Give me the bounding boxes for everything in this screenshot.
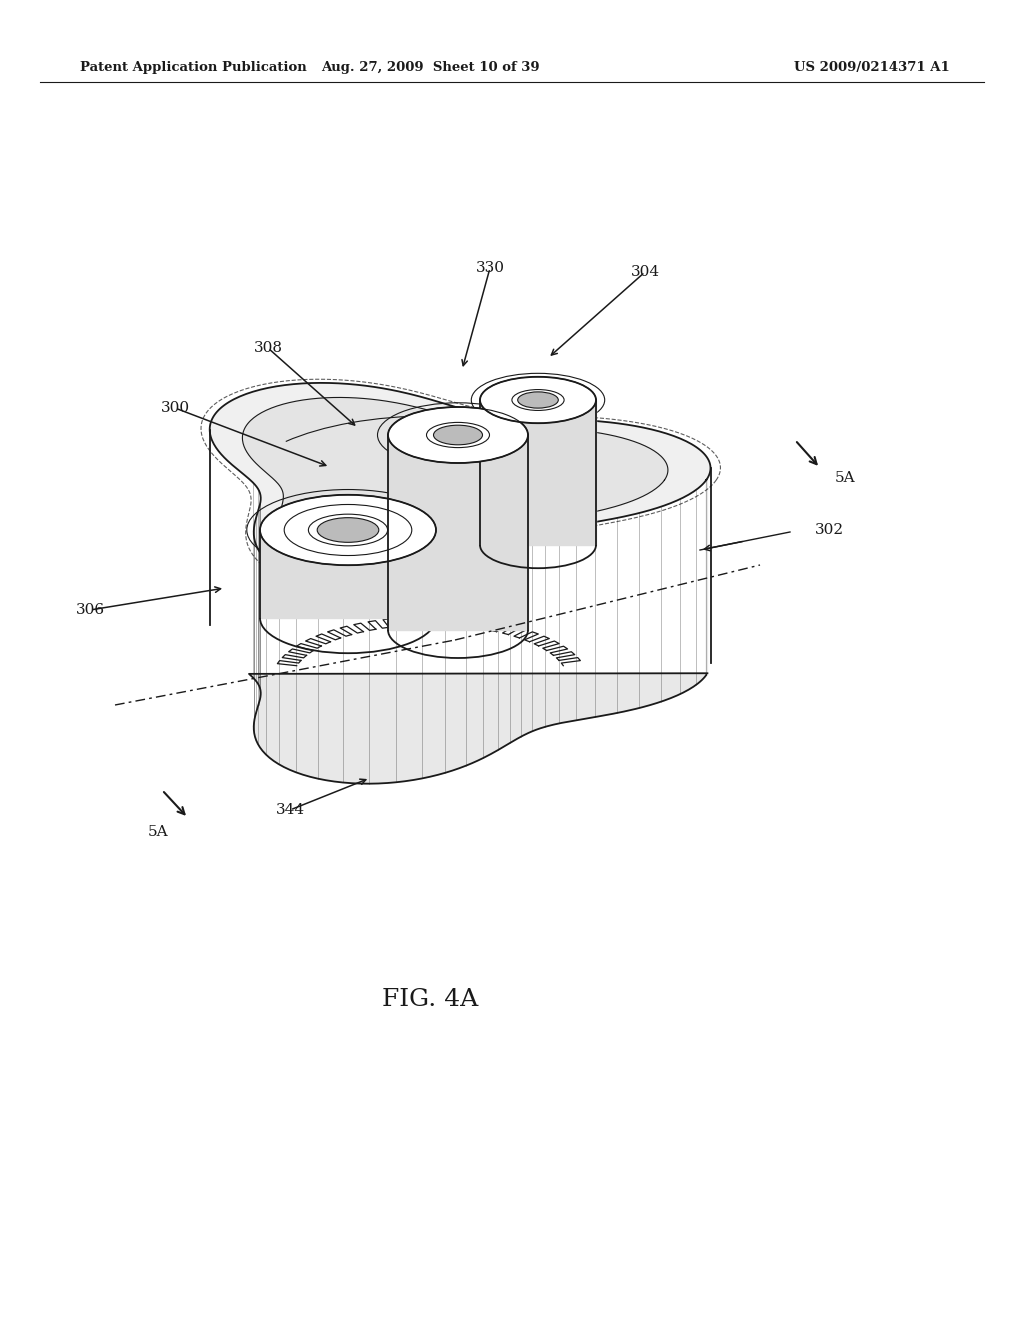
Ellipse shape — [433, 425, 482, 445]
Text: 302: 302 — [815, 523, 844, 537]
Ellipse shape — [480, 376, 596, 424]
Text: FIG. 4A: FIG. 4A — [382, 989, 478, 1011]
Ellipse shape — [317, 517, 379, 543]
Text: 344: 344 — [275, 803, 304, 817]
Text: 5A: 5A — [835, 471, 856, 484]
Text: 308: 308 — [254, 341, 283, 355]
Polygon shape — [480, 400, 596, 545]
Ellipse shape — [260, 495, 436, 565]
Polygon shape — [249, 478, 708, 784]
Ellipse shape — [388, 407, 528, 463]
Text: Patent Application Publication: Patent Application Publication — [80, 62, 307, 74]
Text: Aug. 27, 2009  Sheet 10 of 39: Aug. 27, 2009 Sheet 10 of 39 — [321, 62, 540, 74]
Text: 5A: 5A — [148, 825, 169, 840]
Text: 304: 304 — [631, 265, 659, 279]
Polygon shape — [260, 531, 436, 618]
Polygon shape — [388, 436, 528, 630]
Ellipse shape — [518, 392, 558, 408]
Text: 300: 300 — [161, 401, 189, 414]
Polygon shape — [210, 383, 711, 589]
Text: US 2009/0214371 A1: US 2009/0214371 A1 — [795, 62, 950, 74]
Text: 306: 306 — [76, 603, 104, 616]
Text: 330: 330 — [475, 261, 505, 275]
Polygon shape — [243, 397, 668, 573]
